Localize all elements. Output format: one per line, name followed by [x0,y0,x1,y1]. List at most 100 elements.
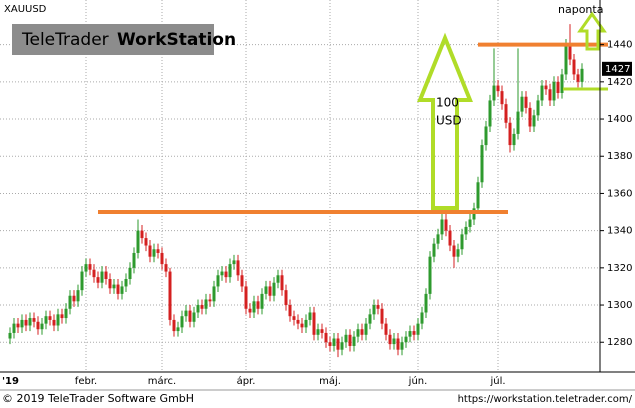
candle-body [184,310,188,317]
candle-body [224,271,228,278]
candle-body [320,329,324,333]
candle-body [344,334,348,343]
candle-body [576,74,580,82]
candle-body [160,252,164,265]
y-tick-label: 1360 [607,188,632,199]
watermark-brand: TeleTrader [21,30,109,50]
candle-body [484,126,488,146]
candle-body [124,279,128,287]
candle-body [316,329,320,335]
candle-body [292,316,296,320]
candle-body [16,323,20,328]
candle-body [40,323,44,330]
candle-body [132,252,136,268]
candle-body [432,243,436,257]
candle-body [128,267,132,279]
candle-body [376,305,380,309]
x-tick-label: '19 [2,376,19,387]
candle-body [188,310,192,322]
candle-body [204,299,208,309]
candle-body [436,234,440,244]
candle-body [48,316,52,320]
candle-body [336,338,340,350]
candle-body [400,342,404,350]
move-unit: USD [436,114,462,128]
last-price-label: 1427 [605,64,630,75]
candle-body [192,312,196,322]
y-tick-label: 1400 [607,114,632,125]
candle-body [84,264,88,272]
period-label: naponta [558,3,603,16]
candle-body [540,85,544,101]
y-tick-label: 1440 [607,40,632,51]
candle-body [500,91,504,105]
candle-body [328,342,332,346]
candle-body [272,282,276,296]
candle-body [580,68,584,82]
candle-body [296,319,300,324]
candle-body [528,107,532,127]
candle-body [264,286,268,294]
candle-body [536,100,540,116]
candle-body [524,96,528,108]
candle-body [68,295,72,309]
candle-body [52,319,56,326]
candle-body [428,256,432,294]
candle-body [416,323,420,335]
candle-body [384,323,388,335]
candle-body [12,323,16,333]
small-up-arrow [577,11,607,51]
candle-body [8,332,12,339]
y-tick-label: 1300 [607,300,632,311]
candle-body [196,305,200,313]
candle-body [544,85,548,90]
candle-body [364,323,368,335]
candle-body [508,122,512,146]
footer-copyright: © 2019 TeleTrader Software GmbH [2,392,194,405]
x-tick-label: márc. [148,375,176,387]
candle-body [236,260,240,276]
candle-body [284,290,288,306]
candle-body [164,264,168,272]
candle-body [80,271,84,291]
candle-body [176,327,180,332]
footer-url: https://workstation.teletrader.com/ [458,394,633,405]
candle-body [148,245,152,257]
candle-body [200,305,204,309]
candle-body [140,230,144,239]
candle-body [568,44,572,60]
candle-body [112,284,116,289]
move-amount: 100 [436,96,459,110]
candle-body [444,219,448,231]
candle-body [560,74,564,93]
candle-body [308,312,312,320]
candle-body [300,323,304,328]
candle-body [556,81,560,93]
candle-body [504,104,508,123]
candle-body [304,319,308,328]
candle-body [532,115,536,127]
candle-body [268,286,272,296]
candle-body [452,245,456,257]
candle-body [424,293,428,313]
candle-body [420,312,424,324]
candle-body [120,286,124,294]
candle-body [280,275,284,291]
candle-body [480,145,484,183]
candle-body [352,336,356,346]
candle-body [276,275,280,283]
candle-body [32,318,36,322]
candle-body [116,284,120,294]
candle-body [220,271,224,276]
candle-body [324,332,328,343]
candle-body [408,331,412,337]
candle-body [340,342,344,350]
candle-body [44,316,48,324]
candle-body [100,271,104,283]
x-tick-label: ápr. [237,375,256,387]
last-price-box [602,61,632,76]
x-tick-label: jún. [408,375,428,387]
candle-body [88,264,92,270]
candle-body [288,305,292,317]
